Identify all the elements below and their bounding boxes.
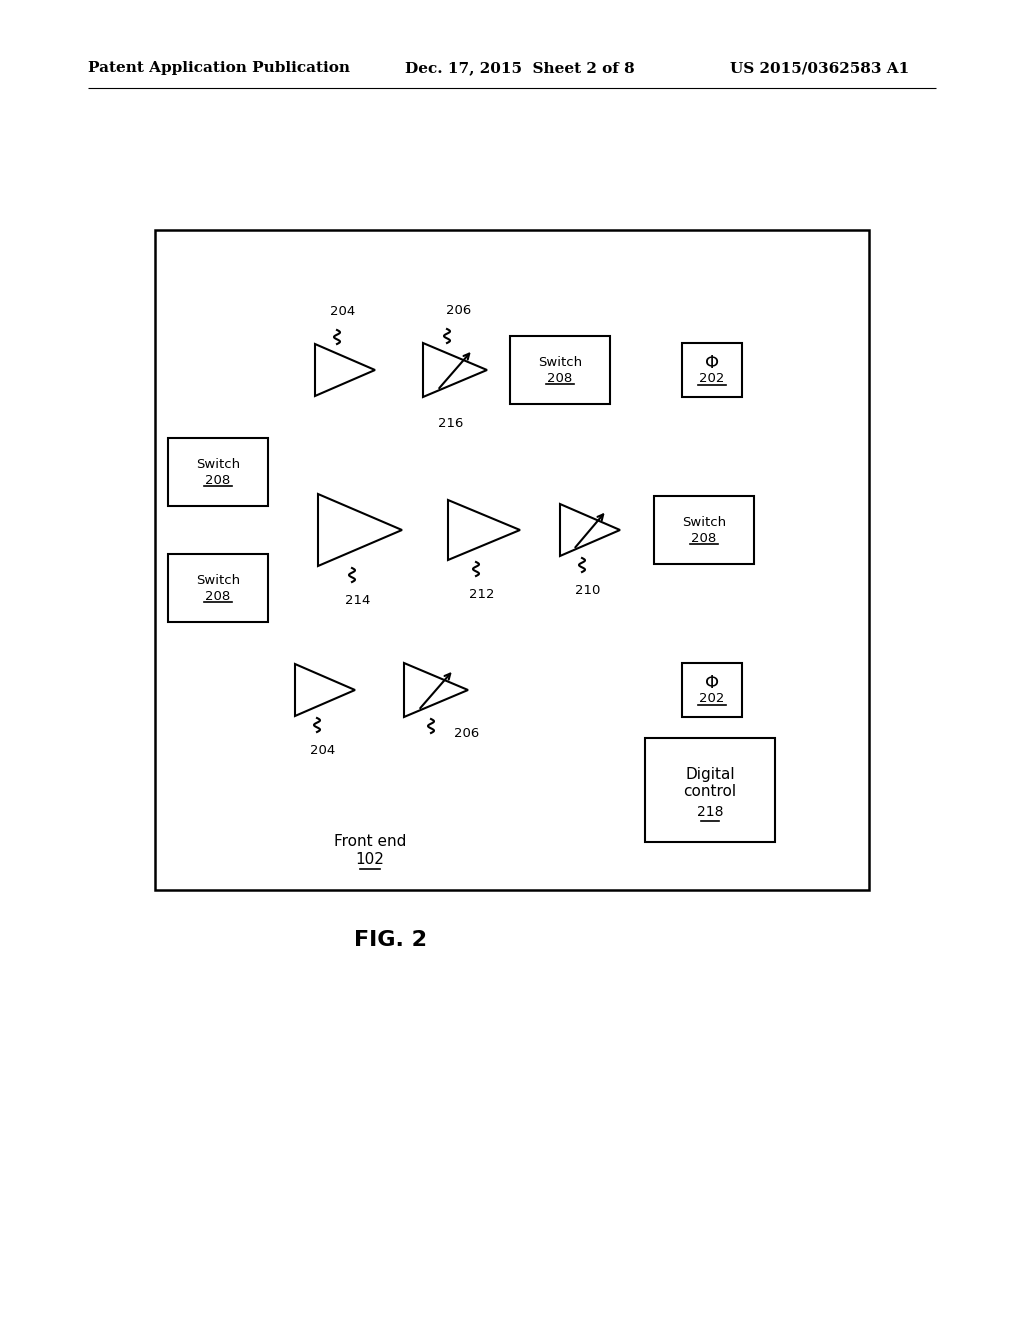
Polygon shape <box>295 664 355 715</box>
Text: FIG. 2: FIG. 2 <box>353 931 427 950</box>
Text: Digital: Digital <box>685 767 735 781</box>
Bar <box>155 230 869 890</box>
Text: 208: 208 <box>206 474 230 487</box>
Text: 208: 208 <box>548 371 572 384</box>
Text: Front end: Front end <box>334 834 407 850</box>
Text: 212: 212 <box>469 587 495 601</box>
Text: US 2015/0362583 A1: US 2015/0362583 A1 <box>730 61 909 75</box>
Text: 204: 204 <box>310 744 336 756</box>
Text: 202: 202 <box>699 372 725 385</box>
Text: 102: 102 <box>355 853 384 867</box>
Text: Switch: Switch <box>538 355 582 368</box>
Text: 206: 206 <box>446 304 472 317</box>
Text: 208: 208 <box>206 590 230 602</box>
Text: 216: 216 <box>438 417 464 430</box>
Text: 210: 210 <box>575 583 601 597</box>
Text: Φ: Φ <box>705 354 719 372</box>
Bar <box>168 438 268 506</box>
Polygon shape <box>423 343 487 397</box>
Text: 202: 202 <box>699 693 725 705</box>
Bar <box>645 738 775 842</box>
Text: 206: 206 <box>454 727 479 741</box>
Text: Dec. 17, 2015  Sheet 2 of 8: Dec. 17, 2015 Sheet 2 of 8 <box>406 61 635 75</box>
Text: 214: 214 <box>345 594 371 607</box>
Polygon shape <box>315 345 375 396</box>
Text: Patent Application Publication: Patent Application Publication <box>88 61 350 75</box>
Text: Switch: Switch <box>682 516 726 528</box>
Text: Switch: Switch <box>196 573 240 586</box>
Bar <box>654 496 754 564</box>
Text: Switch: Switch <box>196 458 240 470</box>
Bar <box>168 554 268 622</box>
Polygon shape <box>560 504 620 556</box>
Bar <box>682 343 742 397</box>
Bar <box>682 663 742 717</box>
Polygon shape <box>404 663 468 717</box>
Text: 218: 218 <box>696 805 723 818</box>
Text: Φ: Φ <box>705 675 719 692</box>
Bar <box>510 337 610 404</box>
Polygon shape <box>318 494 402 566</box>
Text: 204: 204 <box>331 305 355 318</box>
Text: 208: 208 <box>691 532 717 544</box>
Text: control: control <box>683 784 736 800</box>
Polygon shape <box>449 500 520 560</box>
